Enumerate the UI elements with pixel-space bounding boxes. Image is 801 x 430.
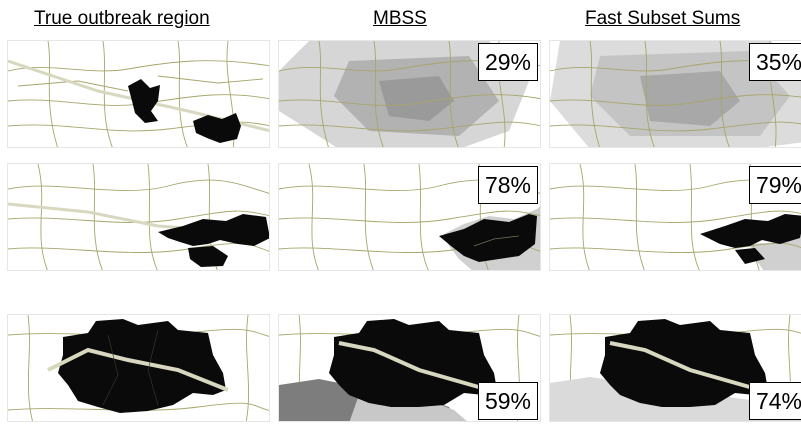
map-row3-true-outbreak [7,314,270,422]
detection-overlap-mbss-row2: 78% [477,166,538,204]
detection-overlap-fss-row2: 79% [748,166,801,204]
detection-overlap-fss-row3: 74% [748,382,801,420]
map-row2-fast-subset-sums: 79% [549,163,801,271]
detection-overlap-fss-row1: 35% [748,43,801,81]
column-title-true-outbreak: True outbreak region [34,8,210,29]
map-row1-mbss: 29% [278,40,541,148]
map-row2-mbss: 78% [278,163,541,271]
map-row3-mbss: 59% [278,314,541,422]
map-row1-true-outbreak [7,40,270,148]
map-row2-true-outbreak [7,163,270,271]
map-row1-fast-subset-sums: 35% [549,40,801,148]
column-title-fast-subset-sums: Fast Subset Sums [585,8,741,29]
detection-overlap-mbss-row1: 29% [477,43,538,81]
map-row3-fast-subset-sums: 74% [549,314,801,422]
detection-overlap-mbss-row3: 59% [477,382,538,420]
column-title-mbss: MBSS [373,8,427,29]
